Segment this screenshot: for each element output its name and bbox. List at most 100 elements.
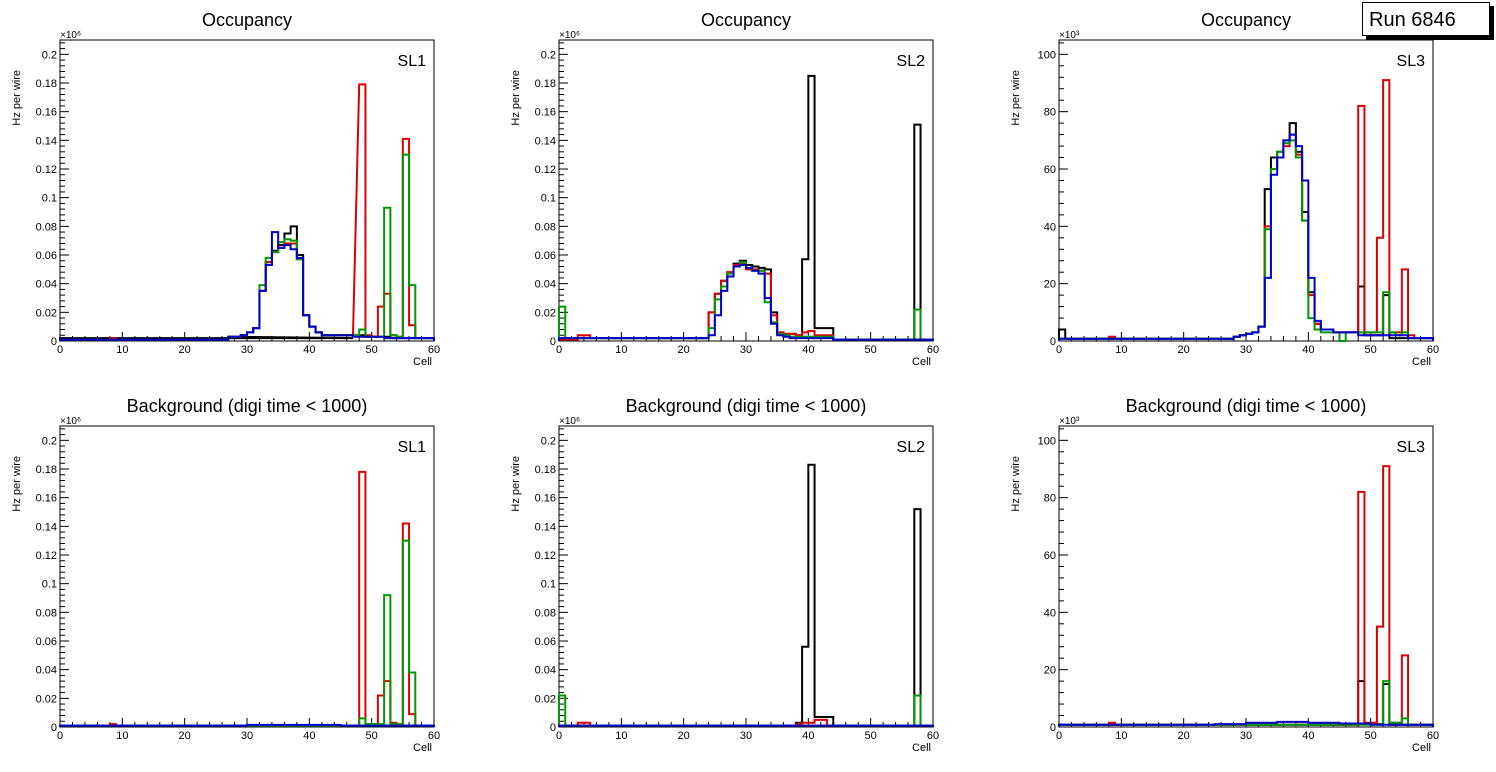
y-tick-label: 0.06 [535, 636, 556, 648]
x-tick-label: 40 [1302, 344, 1314, 356]
plot-frame [558, 425, 934, 728]
y-tick-label: 0.2 [541, 435, 556, 447]
x-tick-label: 10 [615, 344, 627, 356]
y-tick-label: 0.02 [535, 693, 556, 705]
x-tick-label: 20 [678, 344, 690, 356]
chart-title: Background (digi time < 1000) [127, 396, 368, 416]
x-tick-label: 10 [116, 730, 128, 742]
superlayer-tag: SL3 [1397, 439, 1426, 456]
chart-panel-2: Occupancy SL2 ×10⁶ Hz per wire Cell 0 10 20 30 40… [510, 10, 939, 368]
y-tick-label: 0.14 [535, 521, 556, 533]
y-tick-label: 0.2 [42, 435, 57, 447]
x-axis-label: Cell [1412, 742, 1431, 754]
x-tick-label: 0 [556, 344, 562, 356]
y-tick-label: 0 [51, 336, 57, 348]
x-tick-label: 0 [1056, 730, 1062, 742]
series-blue [59, 723, 435, 727]
y-tick-label: 0.16 [535, 493, 556, 505]
chart-panel-1: Occupancy SL1 ×10⁶ Hz per wire Cell 0 10 20 30 40… [11, 10, 440, 368]
y-axis-label: Hz per wire [1010, 70, 1022, 126]
x-tick-label: 50 [366, 344, 378, 356]
y-tick-label: 0.1 [541, 579, 556, 591]
x-tick-label: 10 [1115, 344, 1127, 356]
y-tick-label: 0.18 [535, 78, 556, 90]
x-tick-label: 30 [241, 344, 253, 356]
x-axis-label: Cell [912, 742, 931, 754]
series-blue [1058, 720, 1434, 727]
x-tick-label: 30 [740, 344, 752, 356]
x-tick-label: 40 [802, 730, 814, 742]
x-tick-label: 60 [1427, 344, 1439, 356]
x-tick-label: 20 [1178, 730, 1190, 742]
axis-exponent: ×10⁶ [60, 416, 81, 427]
series-blue [558, 264, 934, 341]
y-tick-label: 0.06 [36, 636, 57, 648]
y-tick-label: 0.2 [541, 49, 556, 61]
y-tick-label: 0.1 [541, 193, 556, 205]
y-tick-label: 0.12 [36, 550, 57, 562]
y-tick-label: 100 [1038, 49, 1056, 61]
x-tick-label: 40 [802, 344, 814, 356]
x-tick-label: 60 [1427, 730, 1439, 742]
y-tick-label: 0.08 [535, 607, 556, 619]
y-tick-label: 0.14 [36, 521, 57, 533]
axis-exponent: ×10³ [1059, 30, 1080, 41]
y-tick-label: 0.12 [535, 164, 556, 176]
chart-title: Occupancy [1201, 10, 1291, 30]
y-tick-label: 0 [1050, 336, 1056, 348]
chart-panel-4: Background (digi time < 1000) SL1 ×10⁶ Hz p… [11, 396, 440, 754]
y-tick-label: 0.02 [535, 307, 556, 319]
y-tick-label: 100 [1038, 435, 1056, 447]
x-tick-label: 50 [366, 730, 378, 742]
axis-exponent: ×10⁶ [60, 30, 81, 41]
y-axis-label: Hz per wire [510, 70, 522, 126]
series-red [59, 83, 435, 341]
axis-exponent: ×10⁶ [559, 30, 580, 41]
chart-panel-3: Occupancy SL3 ×10³ Hz per wire Cell 0 10 20 30 40… [1010, 10, 1439, 368]
superlayer-tag: SL1 [398, 53, 427, 70]
superlayer-tag: SL1 [398, 439, 427, 456]
axis-exponent: ×10⁶ [559, 416, 580, 427]
y-tick-label: 0.16 [36, 107, 57, 119]
x-tick-label: 0 [556, 730, 562, 742]
y-tick-label: 0.18 [535, 464, 556, 476]
y-tick-label: 0.02 [36, 693, 57, 705]
series-red [558, 262, 934, 341]
y-tick-label: 0.06 [36, 250, 57, 262]
y-tick-label: 0.16 [36, 493, 57, 505]
x-tick-label: 0 [57, 730, 63, 742]
y-tick-label: 60 [1044, 550, 1056, 562]
y-tick-label: 80 [1044, 107, 1056, 119]
y-axis-label: Hz per wire [11, 456, 23, 512]
y-axis-label: Hz per wire [510, 456, 522, 512]
series-blue [558, 724, 934, 727]
x-tick-label: 30 [1240, 344, 1252, 356]
x-tick-label: 50 [1365, 730, 1377, 742]
y-tick-label: 0.18 [36, 464, 57, 476]
series-blue [59, 231, 435, 341]
y-tick-label: 0.06 [535, 250, 556, 262]
x-axis-label: Cell [413, 742, 432, 754]
series-red [1058, 465, 1434, 727]
superlayer-tag: SL3 [1397, 53, 1426, 70]
x-tick-label: 40 [303, 730, 315, 742]
x-tick-label: 50 [1365, 344, 1377, 356]
y-tick-label: 0.04 [535, 279, 556, 291]
axis-exponent: ×10³ [1059, 416, 1080, 427]
x-tick-label: 60 [927, 730, 939, 742]
y-tick-label: 0.04 [36, 279, 57, 291]
x-tick-label: 10 [116, 344, 128, 356]
series-red [59, 470, 435, 727]
plot-frame [59, 425, 435, 728]
y-tick-label: 0.08 [36, 607, 57, 619]
x-tick-label: 0 [57, 344, 63, 356]
x-tick-label: 40 [1302, 730, 1314, 742]
series-red [558, 718, 934, 727]
y-tick-label: 0 [550, 336, 556, 348]
x-tick-label: 10 [615, 730, 627, 742]
series-black [558, 463, 934, 727]
chart-title: Occupancy [701, 10, 791, 30]
y-tick-label: 0.14 [36, 135, 57, 147]
x-tick-label: 0 [1056, 344, 1062, 356]
